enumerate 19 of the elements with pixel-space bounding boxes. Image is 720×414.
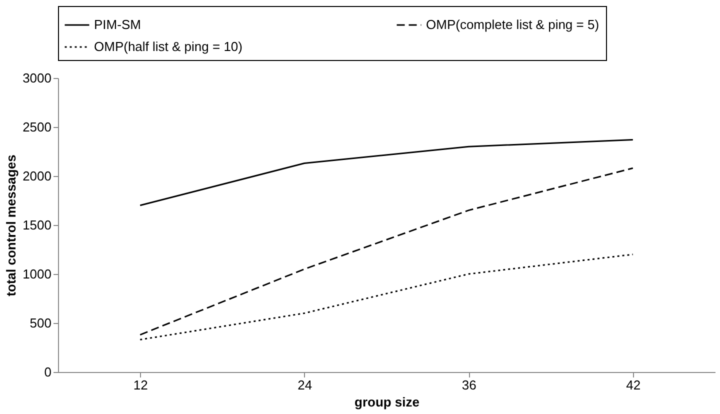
line-series: [139, 254, 634, 340]
x-tick-label: 12: [133, 378, 148, 392]
legend-label: PIM-SM: [94, 17, 141, 32]
legend-label: OMP(complete list & ping = 5): [426, 17, 600, 32]
legend-label: OMP(half list & ping = 10): [94, 39, 242, 54]
x-axis-title: group size: [354, 394, 420, 410]
x-tick-label: 42: [626, 378, 641, 392]
line-series: [139, 167, 634, 336]
y-tick-label: 2500: [22, 120, 52, 134]
x-tick-label: 24: [298, 378, 312, 392]
y-tick-label: 500: [30, 316, 52, 330]
line-series: [139, 138, 634, 206]
x-tick-label: 36: [462, 378, 476, 392]
y-tick-label: 3000: [22, 70, 52, 86]
y-tick-label: 1500: [22, 218, 52, 232]
y-tick-label: 2000: [22, 168, 52, 184]
y-tick-label: 0: [44, 364, 52, 380]
y-tick-label: 1000: [22, 266, 52, 282]
y-axis-title: total control messages: [4, 154, 19, 296]
